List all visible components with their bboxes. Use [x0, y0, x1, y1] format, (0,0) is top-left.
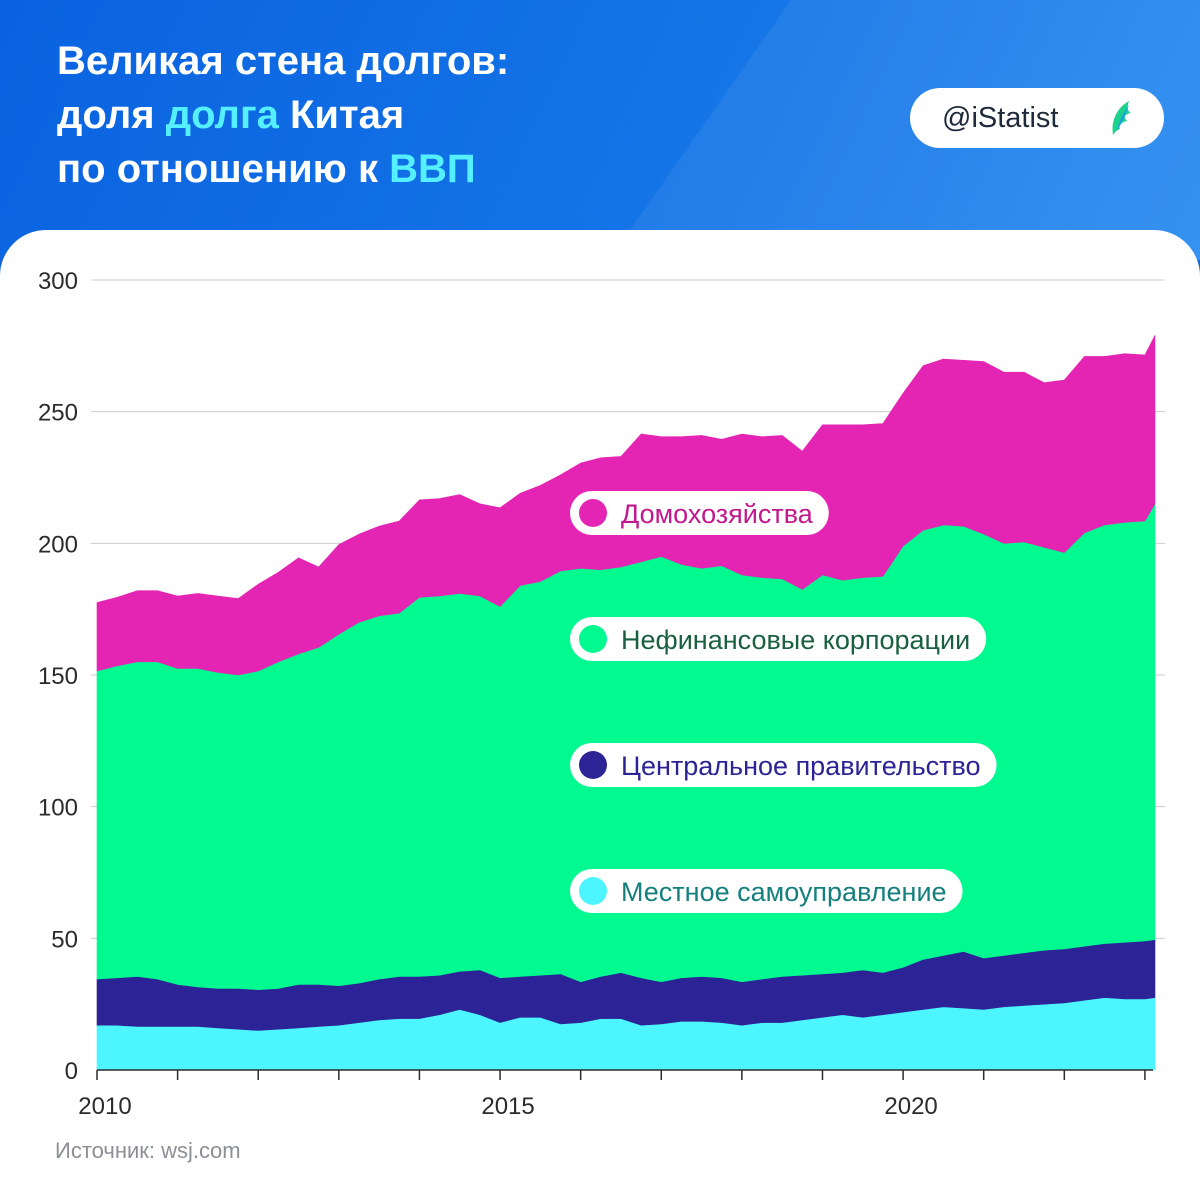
- x-tick-label: 2010: [78, 1093, 131, 1120]
- legend-pill: [570, 743, 997, 787]
- title-line-3-part-1: по отношению к: [57, 147, 390, 191]
- title-highlight-debt: долга: [165, 93, 279, 137]
- brand-handle: @iStatist: [942, 101, 1059, 134]
- page-title: Великая стена долгов: доля долга Китая п…: [57, 34, 509, 196]
- legend-marker: [579, 625, 607, 653]
- x-tick-label: 2020: [884, 1093, 937, 1120]
- y-tick-label: 300: [38, 268, 78, 295]
- title-line-2-part-1: доля: [57, 93, 166, 137]
- legend-label: Центральное правительство: [621, 751, 981, 781]
- legend-pill: [570, 869, 963, 913]
- y-tick-label: 250: [38, 400, 78, 427]
- title-line-2-part-2: Китая: [278, 93, 405, 137]
- legend-marker: [579, 877, 607, 905]
- chart-areas: [96, 335, 1156, 1071]
- legend-label: Нефинансовые корпорации: [621, 625, 970, 655]
- chart-legend: Домохозяйства Нефинансовые корпорации Цент…: [570, 491, 997, 913]
- y-tick-label: 200: [38, 531, 78, 558]
- legend-marker: [579, 499, 607, 527]
- header: Великая стена долгов: доля долга Китая п…: [0, 0, 1200, 260]
- legend-label: Местное самоуправление: [621, 877, 947, 907]
- legend-marker: [579, 751, 607, 779]
- chart-x-axis: 2010 2015 2020: [78, 1069, 1153, 1120]
- legend-item: Домохозяйства: [570, 491, 829, 535]
- legend-pill: [570, 491, 829, 535]
- legend-pill: [570, 617, 987, 661]
- legend-item: Центральное правительство: [570, 743, 997, 787]
- feather-logo-icon: [1112, 101, 1131, 135]
- y-tick-label: 0: [65, 1058, 78, 1085]
- legend-item: Местное самоуправление: [570, 869, 963, 913]
- title-line-1: Великая стена долгов:: [57, 39, 510, 83]
- x-tick-label: 2015: [481, 1093, 534, 1120]
- legend-item: Нефинансовые корпорации: [570, 617, 987, 661]
- legend-label: Домохозяйства: [621, 499, 814, 529]
- y-tick-label: 50: [51, 926, 78, 953]
- source-note: Источник: wsj.com: [55, 1138, 241, 1163]
- y-tick-label: 150: [38, 663, 78, 690]
- y-tick-label: 100: [38, 795, 78, 822]
- title-highlight-gdp: ВВП: [389, 147, 476, 191]
